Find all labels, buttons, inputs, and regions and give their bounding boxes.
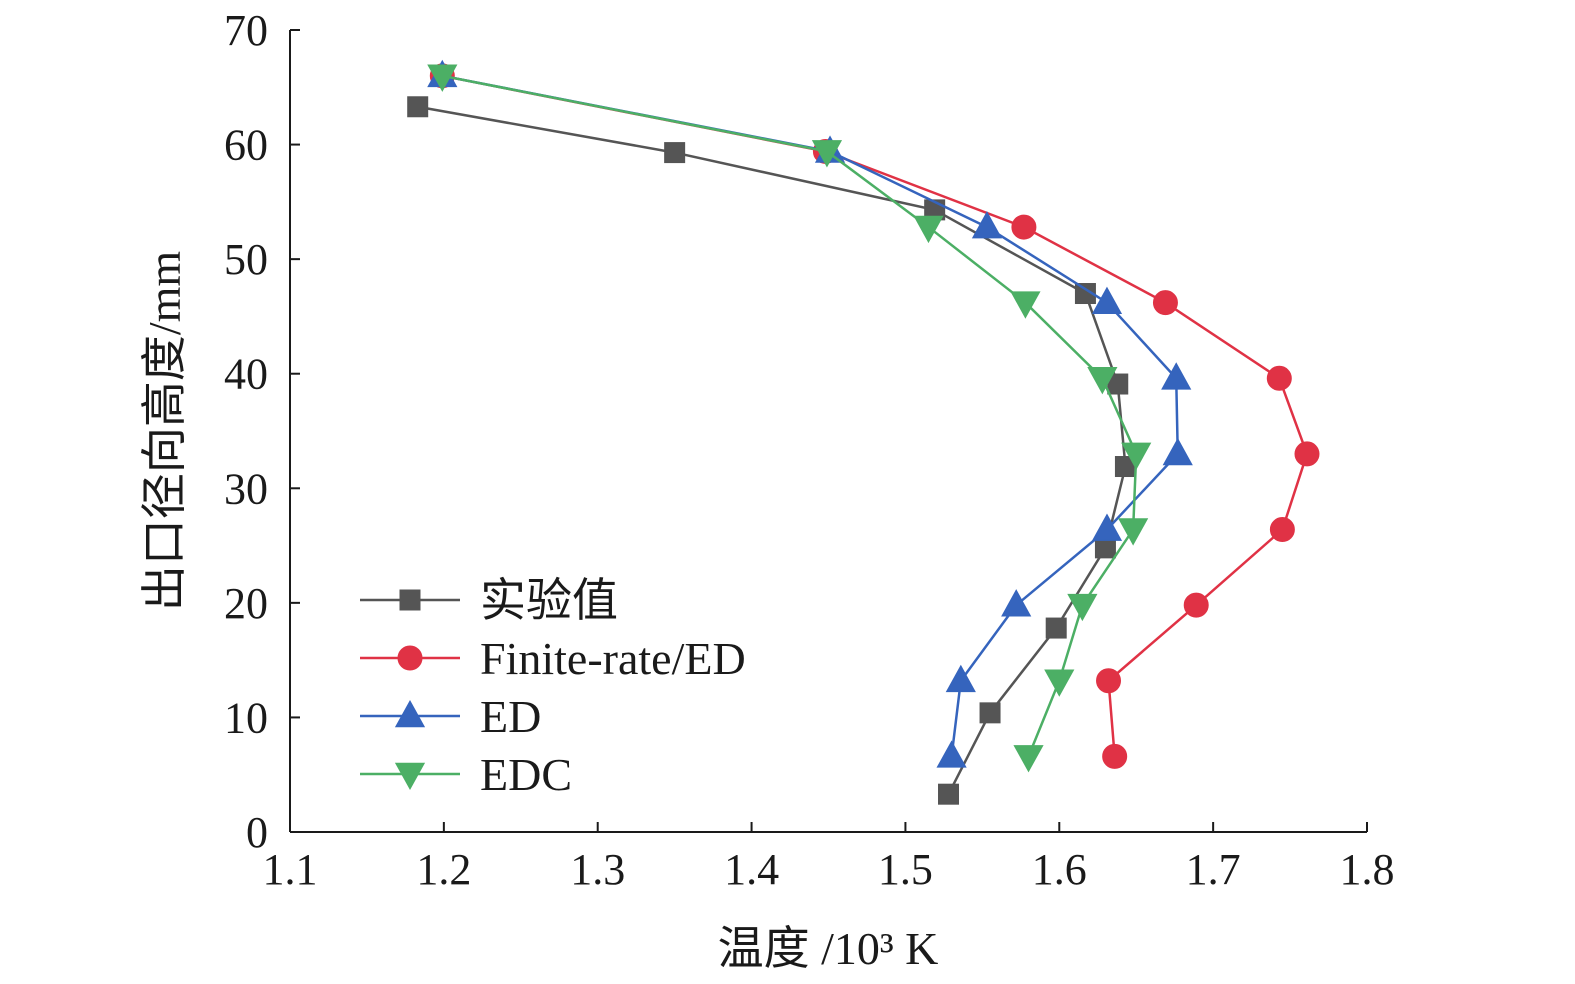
y-tick-label: 50 bbox=[224, 235, 268, 284]
series-line bbox=[442, 74, 1180, 757]
data-point bbox=[945, 664, 976, 693]
x-tick-label: 1.4 bbox=[724, 845, 779, 894]
data-point bbox=[1162, 437, 1193, 466]
y-tick-label: 0 bbox=[246, 808, 268, 857]
data-point bbox=[1183, 592, 1209, 618]
data-point bbox=[664, 142, 686, 164]
data-point bbox=[1118, 518, 1149, 546]
data-point bbox=[979, 702, 1001, 724]
series-line bbox=[417, 105, 1127, 795]
legend-item: 实验值 bbox=[360, 575, 618, 626]
data-point bbox=[1096, 668, 1122, 694]
data-point bbox=[427, 64, 458, 92]
x-ticks: 1.1 1.2 1.3 1.4 1.5 1.6 1.7 1.8 bbox=[263, 822, 1395, 894]
y-ticks: 0 10 20 30 40 50 60 70 bbox=[224, 6, 300, 857]
x-tick-label: 1.3 bbox=[570, 845, 625, 894]
series-line bbox=[442, 74, 1309, 757]
x-tick-label: 1.5 bbox=[878, 845, 933, 894]
data-point bbox=[1011, 214, 1037, 240]
legend-item: EDC bbox=[360, 749, 572, 800]
legend-marker bbox=[394, 762, 426, 791]
legend-item: ED bbox=[360, 691, 541, 742]
data-point bbox=[1269, 517, 1295, 543]
legend-label: Finite-rate/ED bbox=[480, 633, 746, 684]
y-tick-label: 20 bbox=[224, 579, 268, 628]
legend-label: 实验值 bbox=[480, 575, 618, 626]
y-tick-label: 70 bbox=[224, 6, 268, 55]
data-point bbox=[1087, 366, 1118, 395]
x-tick-label: 1.1 bbox=[263, 845, 318, 894]
data-point bbox=[971, 211, 1003, 239]
data-point bbox=[1067, 593, 1098, 622]
y-axis-title: 出口径向高度/mm bbox=[139, 251, 190, 612]
data-point bbox=[1094, 537, 1116, 559]
x-tick-label: 1.8 bbox=[1340, 845, 1395, 894]
legend-label: EDC bbox=[480, 749, 572, 800]
data-point bbox=[1091, 286, 1123, 314]
x-tick-label: 1.6 bbox=[1032, 845, 1087, 894]
data-point bbox=[811, 140, 843, 168]
y-tick-label: 40 bbox=[224, 350, 268, 399]
data-point bbox=[938, 783, 960, 805]
data-point bbox=[1044, 669, 1075, 697]
data-point bbox=[407, 96, 429, 118]
data-point bbox=[1161, 362, 1192, 390]
data-point bbox=[1045, 617, 1067, 639]
data-point bbox=[913, 215, 944, 244]
data-point bbox=[1001, 589, 1032, 617]
data-point bbox=[1294, 441, 1320, 467]
data-point bbox=[1102, 743, 1128, 769]
series-line bbox=[442, 74, 1138, 757]
legend-item: Finite-rate/ED bbox=[360, 633, 746, 684]
data-point bbox=[1266, 365, 1292, 391]
x-axis-title: 温度 /10³ K bbox=[718, 923, 939, 974]
series-0 bbox=[407, 96, 1136, 805]
y-tick-label: 10 bbox=[224, 693, 268, 742]
series-3 bbox=[427, 64, 1152, 773]
data-point bbox=[1013, 745, 1044, 773]
legend-marker bbox=[394, 699, 426, 728]
legend-marker bbox=[397, 645, 423, 671]
data-point bbox=[1074, 283, 1096, 305]
legend-marker bbox=[399, 589, 421, 611]
y-tick-label: 30 bbox=[224, 464, 268, 513]
data-point bbox=[936, 740, 967, 768]
data-point bbox=[1152, 290, 1178, 316]
legend: 实验值 Finite-rate/ED ED EDC bbox=[360, 575, 746, 800]
series-layer bbox=[407, 59, 1320, 805]
data-point bbox=[1091, 513, 1123, 541]
x-tick-label: 1.2 bbox=[416, 845, 471, 894]
x-tick-label: 1.7 bbox=[1186, 845, 1241, 894]
data-point bbox=[1010, 291, 1041, 319]
data-point bbox=[1121, 442, 1152, 470]
legend-label: ED bbox=[480, 691, 541, 742]
y-tick-label: 60 bbox=[224, 121, 268, 170]
